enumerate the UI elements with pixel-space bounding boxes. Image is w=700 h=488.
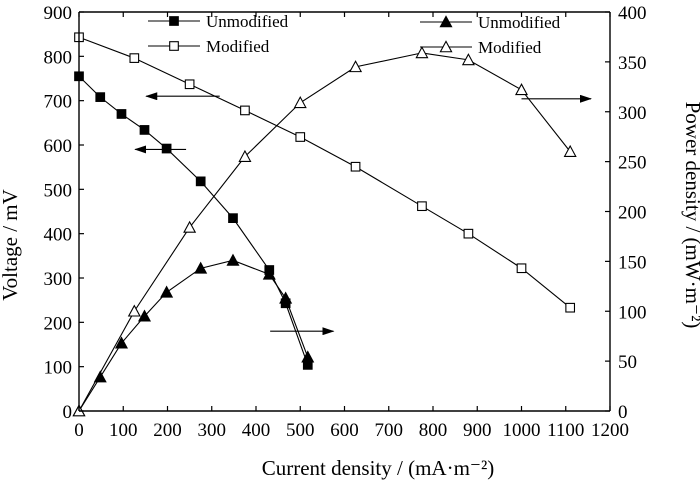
legend-voltage: Unmodified Modified (148, 12, 289, 56)
legend-marker-power_modified (439, 40, 453, 53)
data-point-voltage_unmodified (139, 125, 150, 135)
x-tick-label: 400 (242, 420, 271, 441)
data-point-power_modified (238, 149, 252, 162)
data-point-power_unmodified (262, 267, 276, 280)
x-tick-label: 200 (153, 420, 182, 441)
x-tick-label: 1200 (591, 420, 629, 441)
data-point-voltage_unmodified (228, 213, 238, 224)
y-right-tick-label: 100 (618, 302, 647, 323)
data-point-power_unmodified (279, 291, 293, 304)
series-line-power_unmodified (78, 259, 309, 412)
legend-marker-voltage_unmodified (169, 16, 179, 26)
legend-power: Unmodified Modified (420, 13, 561, 57)
data-point-power_modified (563, 144, 577, 157)
y-right-tick-label: 200 (618, 203, 647, 224)
legend-label-power_unmodified: Unmodified (478, 13, 561, 32)
series-voltage_unmodified (74, 71, 313, 370)
data-point-power_unmodified (114, 336, 129, 349)
data-point-voltage_unmodified (95, 92, 106, 102)
data-point-voltage_modified (295, 132, 306, 142)
data-point-voltage_unmodified (195, 176, 206, 187)
data-point-voltage_unmodified (161, 143, 172, 154)
data-point-voltage_modified (463, 228, 474, 239)
data-point-power_modified (127, 304, 141, 317)
data-point-power_unmodified (194, 261, 208, 274)
data-point-power_modified (461, 53, 475, 66)
series-line-power_modified (78, 52, 571, 412)
data-point-voltage_modified (350, 161, 361, 172)
data-point-voltage_modified (129, 53, 140, 63)
data-point-power_modified (349, 60, 363, 73)
axes-layer: 0 100 200 300 400 500 600 700 800 900 1000 1100 1200… (44, 3, 647, 441)
y-right-tick-label: 350 (618, 53, 647, 74)
x-tick-label: 1000 (503, 420, 541, 441)
y-left-tick-label: 600 (44, 136, 73, 157)
data-point-power_unmodified (160, 285, 174, 298)
data-point-voltage_unmodified (116, 109, 127, 119)
arrow-layer (134, 92, 592, 336)
legend-label-voltage_modified: Modified (206, 37, 270, 56)
y-left-tick-label: 100 (44, 358, 73, 379)
y-axis-left-title: Voltage / mV (0, 189, 22, 301)
data-point-power_unmodified (137, 309, 152, 322)
y-right-tick-label: 400 (618, 3, 647, 24)
data-point-voltage_modified (516, 263, 527, 274)
y-right-tick-label: 0 (618, 402, 628, 423)
legend-label-power_modified: Modified (478, 38, 542, 57)
y-left-tick-label: 800 (44, 47, 73, 68)
legend-label-voltage_unmodified: Unmodified (206, 12, 289, 31)
y-right-tick-label: 50 (618, 352, 637, 373)
y-right-tick-label: 300 (618, 103, 647, 124)
legend-layer: Unmodified Modified Unmodified Modified (148, 12, 561, 57)
x-tick-label: 1100 (547, 420, 584, 441)
data-point-power_modified (415, 46, 429, 59)
y-left-tick-label: 900 (44, 3, 73, 24)
series-line-voltage_modified (78, 36, 571, 309)
y-left-tick-label: 500 (44, 180, 73, 201)
x-tick-label: 300 (198, 420, 227, 441)
data-point-power_unmodified (301, 350, 315, 363)
series-power_modified (72, 46, 577, 417)
y-left-tick-label: 700 (44, 92, 73, 113)
x-tick-label: 600 (330, 420, 359, 441)
data-point-voltage_modified (184, 79, 195, 90)
data-point-power_modified (293, 96, 307, 109)
data-point-voltage_modified (565, 302, 576, 313)
series-voltage_modified (74, 32, 576, 313)
data-point-voltage_modified (240, 105, 250, 116)
y-right-tick-label: 150 (618, 252, 647, 273)
legend-marker-power_unmodified (439, 15, 453, 28)
data-point-voltage_modified (417, 201, 427, 212)
x-tick-label: 700 (375, 420, 404, 441)
y-axis-right-title: Power density / (mW·m⁻²) (681, 102, 700, 329)
data-point-power_modified (183, 220, 197, 233)
x-tick-label: 500 (286, 420, 315, 441)
data-point-power_unmodified (226, 253, 240, 266)
x-tick-label: 0 (74, 420, 84, 441)
data-point-power_modified (514, 83, 529, 96)
y-left-tick-label: 200 (44, 313, 73, 334)
plot-series-layer (72, 32, 577, 417)
series-power_unmodified (72, 253, 315, 417)
legend-marker-voltage_modified (169, 41, 179, 51)
y-left-tick-label: 300 (44, 269, 73, 290)
y-right-tick-label: 250 (618, 153, 647, 174)
y-left-tick-label: 400 (44, 225, 73, 246)
x-tick-label: 900 (463, 420, 492, 441)
x-axis-title: Current density / (mA·m⁻²) (262, 456, 495, 480)
y-left-tick-label: 0 (63, 402, 73, 423)
x-tick-label: 800 (419, 420, 448, 441)
x-tick-label: 100 (109, 420, 138, 441)
series-line-voltage_unmodified (78, 75, 309, 366)
